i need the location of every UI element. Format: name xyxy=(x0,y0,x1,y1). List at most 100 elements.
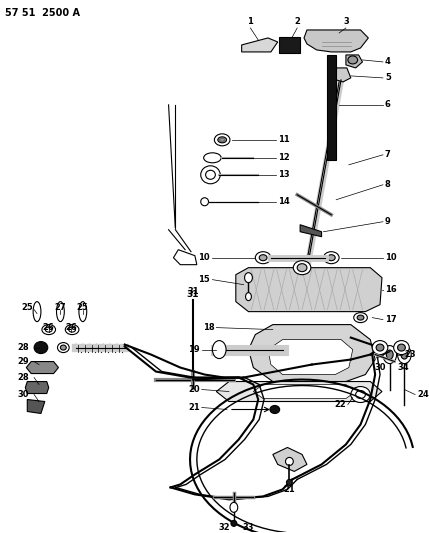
Ellipse shape xyxy=(204,153,221,163)
Text: 23: 23 xyxy=(405,350,416,359)
Polygon shape xyxy=(25,382,49,393)
Text: 25: 25 xyxy=(76,303,88,312)
Ellipse shape xyxy=(57,302,64,321)
Text: 57 51  2500 A: 57 51 2500 A xyxy=(5,8,80,18)
Ellipse shape xyxy=(33,302,41,321)
Ellipse shape xyxy=(401,350,408,359)
Polygon shape xyxy=(304,30,369,52)
Ellipse shape xyxy=(255,252,271,264)
Ellipse shape xyxy=(376,344,384,351)
Text: 1: 1 xyxy=(248,18,254,27)
Ellipse shape xyxy=(354,313,367,322)
Text: 10: 10 xyxy=(385,253,396,262)
Text: 21: 21 xyxy=(284,485,295,494)
Ellipse shape xyxy=(245,293,251,301)
Bar xyxy=(279,37,300,53)
Ellipse shape xyxy=(297,264,307,272)
Text: 20: 20 xyxy=(188,385,200,394)
Ellipse shape xyxy=(60,345,66,350)
Ellipse shape xyxy=(214,134,230,146)
Ellipse shape xyxy=(218,137,227,143)
Polygon shape xyxy=(268,340,353,375)
Ellipse shape xyxy=(270,406,280,414)
Text: 30: 30 xyxy=(18,390,29,399)
Polygon shape xyxy=(273,448,307,471)
Text: 21: 21 xyxy=(188,403,200,412)
Text: 26: 26 xyxy=(65,323,77,332)
Text: 19: 19 xyxy=(188,345,200,354)
Text: 29: 29 xyxy=(18,357,29,366)
Bar xyxy=(327,55,336,160)
Text: 8: 8 xyxy=(385,180,391,189)
Text: 16: 16 xyxy=(385,285,397,294)
Ellipse shape xyxy=(231,520,237,527)
Ellipse shape xyxy=(327,255,335,261)
Text: 32: 32 xyxy=(218,523,230,532)
Text: 22: 22 xyxy=(334,400,346,409)
Text: 6: 6 xyxy=(385,100,391,109)
Ellipse shape xyxy=(259,255,267,261)
Ellipse shape xyxy=(398,345,411,364)
Polygon shape xyxy=(236,268,382,312)
Ellipse shape xyxy=(286,457,293,465)
Polygon shape xyxy=(27,400,45,414)
Ellipse shape xyxy=(212,341,226,359)
Text: 33: 33 xyxy=(243,523,254,532)
Text: 11: 11 xyxy=(278,135,290,144)
Ellipse shape xyxy=(351,386,370,402)
FancyArrowPatch shape xyxy=(232,407,269,411)
Ellipse shape xyxy=(394,341,409,354)
Text: 28: 28 xyxy=(18,373,29,382)
Ellipse shape xyxy=(245,273,252,282)
Text: 17: 17 xyxy=(385,315,396,324)
Text: 31: 31 xyxy=(187,290,199,299)
Text: 2: 2 xyxy=(294,18,300,27)
Polygon shape xyxy=(248,325,375,382)
Ellipse shape xyxy=(348,56,358,64)
Polygon shape xyxy=(346,55,363,68)
Ellipse shape xyxy=(201,198,208,206)
Polygon shape xyxy=(300,225,322,237)
Text: 3: 3 xyxy=(343,18,349,27)
Ellipse shape xyxy=(79,302,87,321)
Text: 7: 7 xyxy=(385,150,391,159)
Text: 31: 31 xyxy=(187,287,199,296)
Ellipse shape xyxy=(57,343,69,352)
Text: 10: 10 xyxy=(198,253,209,262)
Ellipse shape xyxy=(34,342,48,353)
Ellipse shape xyxy=(383,345,396,364)
Text: 9: 9 xyxy=(385,217,391,226)
Text: 18: 18 xyxy=(203,323,214,332)
Text: 13: 13 xyxy=(278,170,289,179)
Ellipse shape xyxy=(398,344,405,351)
Polygon shape xyxy=(216,382,382,401)
Polygon shape xyxy=(254,384,356,399)
Ellipse shape xyxy=(42,325,55,335)
Text: 24: 24 xyxy=(417,390,429,399)
Ellipse shape xyxy=(230,503,238,512)
Text: 26: 26 xyxy=(42,323,54,332)
Polygon shape xyxy=(242,38,278,52)
Polygon shape xyxy=(329,68,351,82)
Ellipse shape xyxy=(357,315,364,320)
Ellipse shape xyxy=(201,166,220,184)
Text: 4: 4 xyxy=(385,58,391,67)
Text: 15: 15 xyxy=(198,275,209,284)
Text: 28: 28 xyxy=(18,343,29,352)
Text: 12: 12 xyxy=(278,154,290,163)
Polygon shape xyxy=(173,249,197,265)
Text: 5: 5 xyxy=(385,74,391,83)
Text: 25: 25 xyxy=(21,303,33,312)
Ellipse shape xyxy=(372,341,388,354)
Ellipse shape xyxy=(65,325,79,335)
Ellipse shape xyxy=(323,252,339,264)
Ellipse shape xyxy=(356,391,366,399)
Ellipse shape xyxy=(45,327,52,332)
Ellipse shape xyxy=(205,170,215,179)
Text: 27: 27 xyxy=(54,303,66,312)
Text: 30: 30 xyxy=(374,363,386,372)
Ellipse shape xyxy=(387,350,393,359)
Ellipse shape xyxy=(293,261,311,274)
Polygon shape xyxy=(26,361,58,374)
Ellipse shape xyxy=(69,327,76,332)
